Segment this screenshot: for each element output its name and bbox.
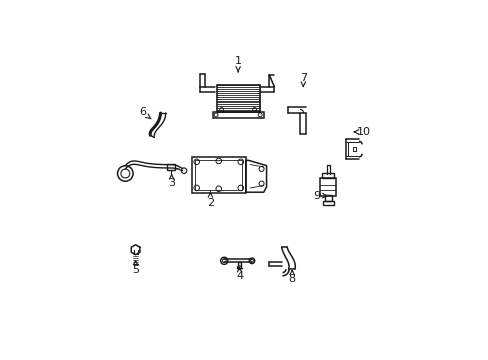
Bar (191, 157, 245, 193)
Text: 7: 7 (299, 73, 306, 86)
Bar (195, 160, 242, 190)
Bar (166, 164, 175, 170)
Bar (352, 147, 355, 151)
Text: 1: 1 (234, 56, 241, 72)
Text: 10: 10 (353, 127, 370, 137)
Text: 9: 9 (313, 191, 326, 201)
Bar (324, 195, 331, 201)
Bar (212, 112, 263, 118)
Text: 8: 8 (288, 270, 295, 284)
Text: 3: 3 (168, 175, 175, 188)
Text: 2: 2 (206, 192, 214, 208)
Bar (322, 201, 333, 204)
Bar (216, 85, 259, 112)
Text: 6: 6 (139, 108, 151, 119)
Bar (322, 174, 334, 179)
Bar (320, 178, 335, 196)
Text: 5: 5 (132, 261, 139, 275)
Text: 4: 4 (236, 267, 243, 281)
